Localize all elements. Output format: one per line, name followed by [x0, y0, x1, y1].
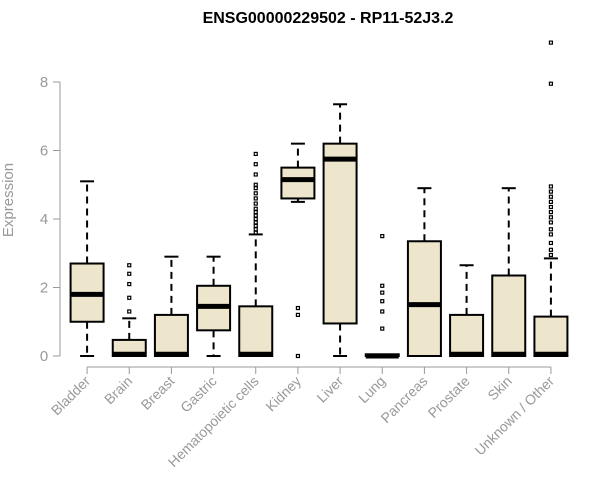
outlier-point — [253, 227, 258, 232]
outlier-point — [548, 227, 554, 232]
x-tick-label: Lung — [355, 373, 388, 406]
x-tick-label: Pancreas — [377, 373, 430, 426]
box-breast — [153, 255, 189, 357]
outlier-point — [380, 283, 385, 288]
box-iqr — [491, 274, 527, 358]
outlier-point — [548, 189, 554, 194]
x-tick-label: Prostate — [425, 373, 473, 421]
box-iqr — [322, 142, 358, 325]
outlier-point — [548, 184, 554, 189]
outlier-point — [253, 151, 258, 157]
x-tick-label: Liver — [313, 373, 346, 406]
outlier-point — [253, 191, 258, 196]
box-iqr — [238, 305, 274, 357]
outlier-point — [548, 194, 554, 199]
outlier-point — [548, 220, 554, 225]
outlier-point — [548, 240, 554, 246]
outlier-point — [380, 234, 385, 239]
y-axis-label: Expression — [0, 163, 17, 237]
outlier-point — [295, 312, 301, 317]
outlier-point — [548, 40, 554, 45]
box-kidney — [280, 142, 316, 359]
outlier-point — [548, 81, 554, 86]
outlier-point — [253, 186, 258, 191]
outlier-point — [127, 309, 132, 314]
box-iqr — [280, 166, 316, 200]
outlier-point — [380, 309, 385, 314]
outlier-point — [253, 213, 258, 218]
outlier-point — [253, 196, 258, 201]
outlier-point — [253, 230, 258, 235]
outlier-point — [253, 216, 258, 222]
box-iqr — [153, 313, 189, 357]
outlier-point — [548, 252, 554, 258]
box-series — [69, 40, 569, 359]
outlier-point — [548, 210, 554, 215]
outlier-point — [127, 263, 132, 268]
outlier-point — [253, 201, 258, 206]
box-hematopoietic-cells — [238, 151, 274, 357]
outlier-point — [548, 199, 554, 204]
outlier-point — [380, 326, 385, 331]
chart-title: ENSG00000229502 - RP11-52J3.2 — [203, 10, 454, 27]
outlier-point — [380, 299, 385, 304]
outlier-point — [253, 182, 258, 187]
outlier-point — [253, 220, 258, 225]
y-tick-label: 2 — [40, 280, 48, 297]
outlier-point — [127, 295, 132, 300]
outlier-point — [253, 206, 258, 211]
outlier-point — [127, 281, 132, 287]
outlier-point — [253, 210, 258, 215]
box-skin — [491, 187, 527, 358]
outlier-point — [127, 271, 132, 276]
outlier-point — [253, 162, 258, 167]
x-tick-label: Unknown / Other — [471, 373, 557, 459]
box-pancreas — [406, 187, 442, 357]
box-gastric — [196, 255, 232, 357]
y-axis: 0 2 4 6 8 — [40, 74, 61, 365]
x-tick-label: Skin — [484, 373, 515, 404]
box-unknown-other — [533, 40, 569, 357]
outlier-point — [295, 305, 301, 311]
outlier-point — [548, 215, 554, 220]
outlier-point — [380, 290, 385, 295]
outlier-point — [295, 353, 301, 359]
box-iqr — [449, 313, 485, 357]
y-tick-label: 0 — [40, 348, 48, 365]
outlier-point — [548, 247, 554, 252]
box-bladder — [69, 180, 105, 357]
box-iqr — [533, 315, 569, 357]
outlier-point — [548, 204, 554, 210]
box-prostate — [449, 264, 485, 357]
y-tick-label: 6 — [40, 143, 48, 160]
box-iqr — [406, 240, 442, 357]
x-tick-label: Kidney — [262, 373, 304, 415]
box-lung — [364, 234, 400, 359]
box-brain — [111, 263, 147, 357]
outlier-point — [253, 223, 258, 228]
x-tick-label: Brain — [101, 373, 135, 407]
x-tick-label: Bladder — [48, 373, 94, 419]
outlier-point — [253, 172, 258, 177]
outlier-point — [548, 232, 554, 237]
y-tick-label: 4 — [40, 211, 48, 228]
y-tick-label: 8 — [40, 74, 48, 91]
x-tick-label: Breast — [138, 373, 178, 413]
box-liver — [322, 103, 358, 357]
